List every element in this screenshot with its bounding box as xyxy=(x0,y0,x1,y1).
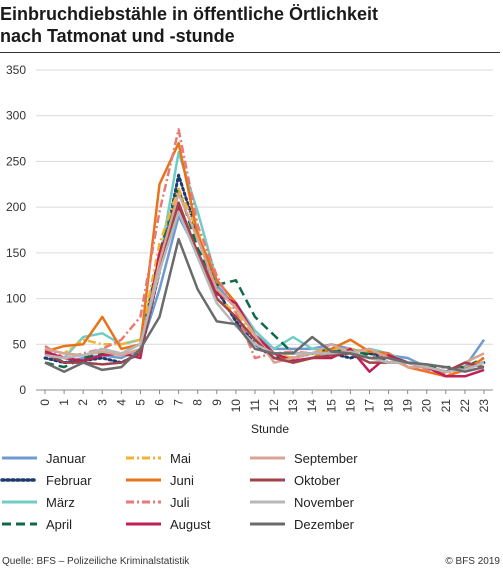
source-note: Quelle: BFS – Polizeiliche Kriminalstati… xyxy=(2,556,190,567)
legend-label-juli: Juli xyxy=(170,495,190,510)
x-tick-label: 22 xyxy=(458,399,472,413)
chart-title: Einbruchdiebstähle in öffentliche Örtlic… xyxy=(0,3,495,47)
legend-label-mai: Mai xyxy=(170,451,191,466)
legend-label-oktober: Oktober xyxy=(294,473,341,488)
x-tick-label: 23 xyxy=(477,399,491,413)
legend: Januar Februar März April Mai Juni Juli August S… xyxy=(0,445,503,545)
x-tick-label: 16 xyxy=(343,399,357,413)
x-axis-label: Stunde xyxy=(250,422,290,436)
y-tick-label: 300 xyxy=(6,109,26,123)
y-tick-label: 350 xyxy=(6,63,26,77)
series-line-november xyxy=(44,210,485,373)
x-tick-label: 19 xyxy=(401,399,415,413)
x-tick-label: 6 xyxy=(153,399,167,406)
y-tick-label: 100 xyxy=(6,292,26,306)
x-tick-label: 5 xyxy=(133,399,147,406)
x-tick-label: 11 xyxy=(248,399,262,412)
y-tick-label: 200 xyxy=(6,200,26,214)
x-tick-label: 21 xyxy=(439,399,453,413)
chart-title-line-2: nach Tatmonat und -stunde xyxy=(0,26,235,46)
series-line-dezember xyxy=(44,237,485,373)
legend-label-märz: März xyxy=(46,495,75,510)
copyright-note: © BFS 2019 xyxy=(445,556,500,567)
x-tick-label: 8 xyxy=(191,399,205,406)
x-tick-label: 18 xyxy=(382,399,396,413)
x-tick-label: 12 xyxy=(267,399,281,413)
legend-label-november: November xyxy=(294,495,355,510)
title-divider xyxy=(0,52,500,53)
chart-title-line-1: Einbruchdiebstähle in öffentliche Örtlic… xyxy=(0,4,379,24)
x-tick-label: 4 xyxy=(114,399,128,406)
y-tick-label: 250 xyxy=(6,154,26,168)
y-tick-label: 150 xyxy=(6,246,26,260)
legend-label-august: August xyxy=(170,517,211,532)
x-tick-label: 14 xyxy=(305,399,319,413)
legend-svg: Januar Februar März April Mai Juni Juli August S… xyxy=(0,451,358,532)
x-tick-label: 1 xyxy=(57,399,71,406)
x-tick-label: 3 xyxy=(95,399,109,406)
x-tick-label: 15 xyxy=(324,399,338,413)
legend-label-dezember: Dezember xyxy=(294,517,355,532)
x-tick-label: 10 xyxy=(229,399,243,413)
y-tick-label: 50 xyxy=(13,337,27,351)
x-tick-label: 9 xyxy=(210,399,224,406)
series-line-januar xyxy=(44,215,486,373)
legend-label-april: April xyxy=(46,517,72,532)
legend-label-juni: Juni xyxy=(170,473,194,488)
x-tick-label: 17 xyxy=(362,399,376,413)
legend-label-september: September xyxy=(294,451,358,466)
x-tick-label: 0 xyxy=(38,399,52,406)
legend-label-januar: Januar xyxy=(46,451,86,466)
y-tick-label: 0 xyxy=(19,383,26,397)
x-tick-label: 13 xyxy=(286,399,300,413)
x-tick-label: 20 xyxy=(420,399,434,413)
series-line-märz xyxy=(44,151,485,373)
x-tick-label: 7 xyxy=(172,399,186,406)
legend-label-februar: Februar xyxy=(46,473,92,488)
chart-area: 0 50 100 150 200 250 300 350 0 1 2 3 4 5 6 7 8 9 10 11 12 13 1… xyxy=(0,60,503,440)
series-line-oktober xyxy=(44,201,485,373)
x-tick-label: 2 xyxy=(76,399,90,406)
